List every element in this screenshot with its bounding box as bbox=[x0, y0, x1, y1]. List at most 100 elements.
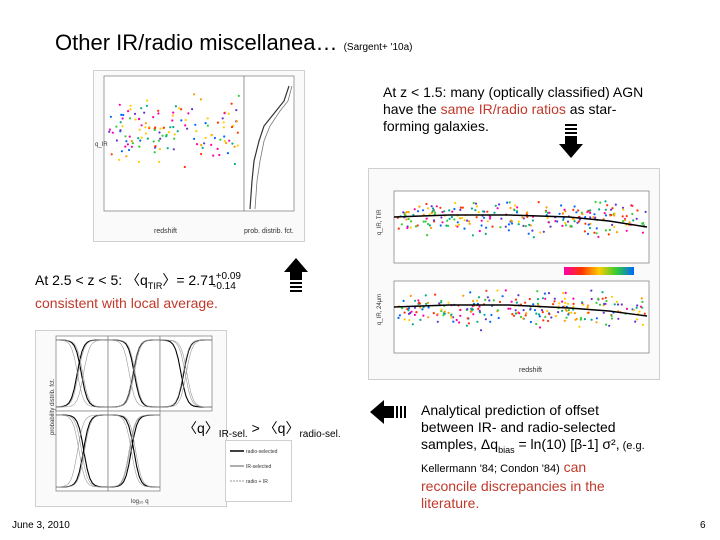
scatter-point bbox=[191, 108, 194, 111]
scatter-point bbox=[406, 226, 409, 230]
scatter-point bbox=[607, 233, 610, 236]
scatter-point bbox=[608, 228, 611, 232]
scatter-point bbox=[610, 208, 613, 211]
scatter-point bbox=[622, 220, 625, 223]
scatter-point bbox=[222, 121, 225, 124]
scatter-point bbox=[187, 112, 190, 115]
scatter-point bbox=[158, 131, 161, 134]
scatter-point bbox=[471, 234, 474, 237]
scatter-point bbox=[166, 147, 169, 150]
scatter-point bbox=[226, 152, 229, 155]
scatter-point bbox=[488, 299, 491, 302]
bottom-left-ylabel: probability distrib. fct. bbox=[50, 378, 56, 435]
scatter-point bbox=[542, 319, 545, 322]
scatter-point bbox=[447, 301, 450, 304]
scatter-point bbox=[435, 205, 438, 208]
pdf-curve bbox=[108, 339, 160, 408]
scatter-point bbox=[426, 234, 429, 237]
scatter-point bbox=[122, 113, 125, 117]
scatter-point bbox=[120, 113, 123, 116]
scatter-point bbox=[436, 313, 439, 316]
scatter-point bbox=[133, 112, 137, 115]
scatter-point bbox=[230, 125, 234, 129]
scatter-point bbox=[418, 205, 421, 208]
scatter-point bbox=[459, 217, 462, 220]
scatter-point bbox=[195, 143, 199, 146]
scatter-point bbox=[631, 204, 634, 207]
arrow-down-icon bbox=[559, 124, 583, 158]
scatter-point bbox=[477, 211, 480, 214]
scatter-point bbox=[625, 229, 628, 232]
scatter-point bbox=[578, 325, 581, 328]
scatter-point bbox=[134, 118, 137, 121]
scatter-point bbox=[636, 318, 639, 321]
scatter-point bbox=[467, 322, 470, 325]
scatter-point bbox=[158, 148, 161, 151]
scatter-point bbox=[115, 139, 118, 142]
scatter-point bbox=[641, 222, 644, 225]
scatter-point bbox=[219, 138, 222, 141]
scatter-point bbox=[153, 128, 156, 132]
scatter-point bbox=[517, 223, 520, 226]
scatter-point bbox=[604, 214, 608, 217]
scatter-point bbox=[200, 144, 203, 147]
scatter-point bbox=[621, 215, 624, 218]
scatter-point bbox=[157, 112, 160, 115]
scatter-point bbox=[216, 121, 220, 124]
scatter-point bbox=[407, 307, 411, 310]
scatter-point bbox=[636, 209, 639, 212]
scatter-point bbox=[525, 213, 528, 216]
scatter-point bbox=[228, 139, 231, 142]
scatter-point bbox=[403, 311, 406, 314]
scatter-point bbox=[641, 231, 644, 234]
scatter-point bbox=[621, 206, 625, 209]
scatter-point bbox=[412, 213, 415, 217]
scatter-point bbox=[606, 204, 609, 207]
scatter-point bbox=[556, 220, 559, 223]
scatter-point bbox=[465, 324, 468, 327]
scatter-point bbox=[430, 226, 433, 229]
scatter-point bbox=[405, 218, 408, 221]
scatter-point bbox=[115, 125, 118, 128]
scatter-point bbox=[548, 211, 551, 214]
scatter-point bbox=[213, 136, 216, 140]
scatter-point bbox=[592, 216, 595, 219]
highlight-same-ratios: same IR/radio ratios bbox=[440, 101, 566, 117]
scatter-point bbox=[496, 309, 499, 312]
scatter-point bbox=[206, 124, 209, 127]
scatter-point bbox=[576, 221, 579, 224]
pdf-curve bbox=[56, 414, 109, 488]
scatter-point bbox=[564, 291, 567, 294]
scatter-point bbox=[184, 118, 187, 122]
scatter-point bbox=[466, 317, 469, 320]
scatter-point bbox=[199, 98, 202, 101]
scatter-point bbox=[440, 308, 443, 311]
scatter-point bbox=[130, 139, 133, 143]
scatter-point bbox=[563, 208, 566, 211]
scatter-point bbox=[409, 226, 412, 229]
scatter-point bbox=[422, 306, 425, 309]
scatter-point bbox=[233, 162, 236, 166]
scatter-point bbox=[419, 306, 422, 309]
scatter-point bbox=[529, 307, 532, 311]
scatter-point bbox=[543, 292, 546, 295]
scatter-point bbox=[506, 201, 509, 204]
scatter-point bbox=[124, 135, 127, 138]
scatter-point bbox=[597, 235, 600, 238]
scatter-point bbox=[573, 205, 576, 208]
scatter-point bbox=[173, 137, 176, 140]
scatter-point bbox=[204, 122, 207, 125]
scatter-point bbox=[620, 303, 623, 306]
scatter-point bbox=[625, 307, 629, 310]
arrow-up-icon bbox=[284, 258, 308, 292]
scatter-point bbox=[225, 141, 228, 145]
scatter-point bbox=[466, 219, 469, 222]
scatter-point bbox=[450, 313, 453, 316]
scatter-point bbox=[486, 220, 489, 223]
scatter-point bbox=[128, 148, 131, 152]
scatter-point bbox=[617, 317, 620, 320]
scatter-point bbox=[419, 318, 422, 321]
scatter-point bbox=[223, 112, 226, 115]
scatter-point bbox=[522, 317, 525, 320]
scatter-point bbox=[130, 145, 133, 148]
